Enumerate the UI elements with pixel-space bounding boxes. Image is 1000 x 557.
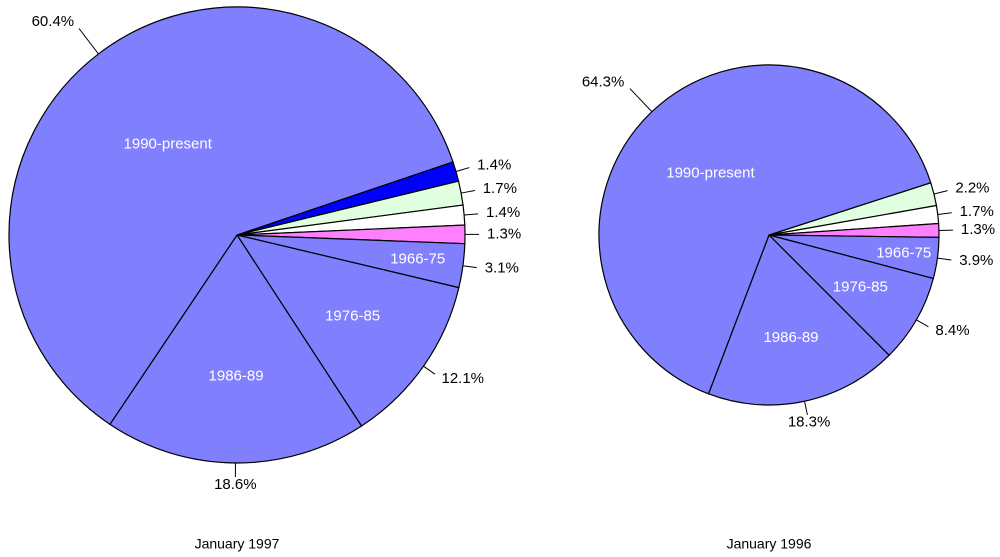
chart-title: January 1997 [195, 536, 280, 552]
leader-line [462, 265, 477, 269]
pie-slice [235, 234, 460, 427]
value-label: 18.6% [214, 476, 257, 493]
leader-line [455, 167, 470, 172]
value-label: 3.1% [485, 260, 519, 277]
pie-slice [707, 233, 890, 406]
leader-line [461, 189, 475, 194]
leader-line [916, 319, 929, 328]
value-label: 1.7% [960, 203, 994, 220]
pie-slice [8, 6, 454, 426]
leader-line [937, 257, 952, 261]
value-label: 1.3% [487, 225, 521, 242]
leader-line [804, 401, 808, 416]
leader-line [423, 365, 436, 375]
leader-line [933, 190, 948, 195]
slice-label: 1976-85 [325, 307, 380, 324]
value-label: 18.3% [788, 414, 831, 431]
value-label: 2.2% [955, 180, 989, 197]
slice-label: 1986-89 [763, 329, 818, 346]
value-label: 8.4% [935, 322, 969, 339]
leader-line [78, 28, 99, 55]
value-label: 1.3% [961, 221, 995, 238]
leader-line [464, 213, 479, 216]
slice-label: 1966-75 [390, 251, 445, 268]
slice-label: 1966-75 [876, 244, 931, 261]
value-label: 64.3% [582, 74, 625, 91]
slice-label: 1990-present [666, 164, 755, 181]
value-label: 12.1% [441, 370, 484, 387]
slice-label: 1990-present [124, 135, 213, 152]
slice-label: 1976-85 [833, 279, 888, 296]
value-label: 1.7% [483, 180, 517, 197]
value-label: 60.4% [32, 13, 75, 30]
chart-title: January 1996 [727, 536, 812, 552]
slice-label: 1986-89 [209, 367, 264, 384]
value-label: 1.4% [486, 204, 520, 221]
leader-line [629, 88, 653, 113]
pie-slice [767, 233, 935, 357]
value-label: 3.9% [959, 252, 993, 269]
value-label: 1.4% [477, 156, 511, 173]
leader-line [937, 212, 952, 215]
